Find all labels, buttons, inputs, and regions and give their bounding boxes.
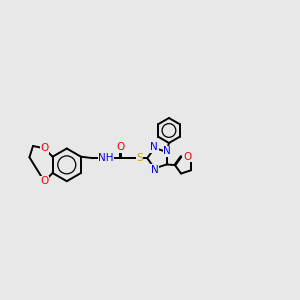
Text: O: O xyxy=(117,142,125,152)
Text: S: S xyxy=(136,153,143,163)
Text: O: O xyxy=(40,176,48,186)
Text: N: N xyxy=(150,142,158,152)
Text: NH: NH xyxy=(98,153,114,163)
Text: O: O xyxy=(183,152,191,162)
Text: N: N xyxy=(151,164,158,175)
Text: O: O xyxy=(40,143,48,153)
Text: N: N xyxy=(163,146,171,156)
